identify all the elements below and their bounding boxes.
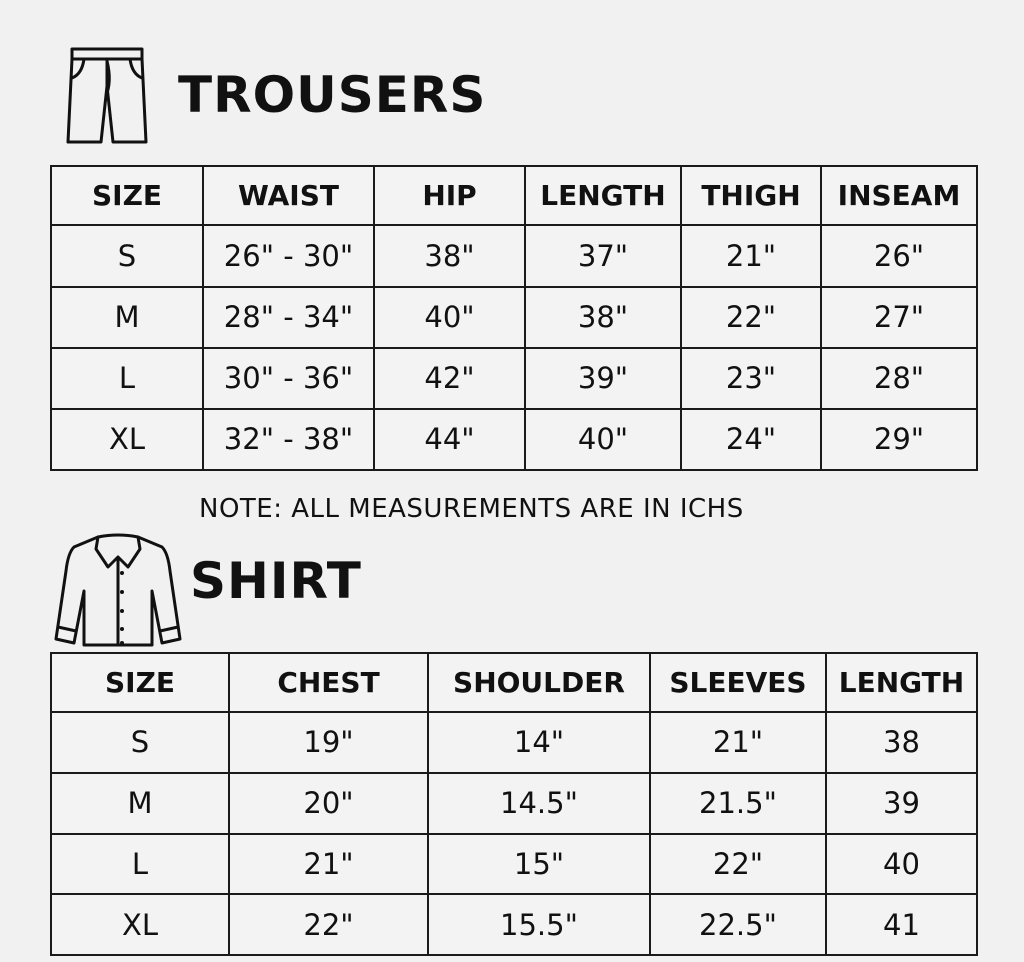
table-cell: 22.5" [649,893,827,956]
table-cell: M [50,771,230,835]
table-cell: 22" [228,893,429,956]
shirt-icon [54,533,182,647]
table-cell: 26" - 30" [202,224,375,288]
table-cell: 21" [649,711,827,774]
table-cell: 29" [820,407,978,472]
table-cell: 41 [825,893,978,956]
trousers-icon [66,47,148,144]
header-cell: INSEAM [820,164,978,227]
table-cell: 39" [524,346,682,410]
table-row: M 28" - 34" 40" 38" 22" 27" [50,285,978,349]
header-cell: CHEST [228,651,429,714]
header-cell: THIGH [680,164,822,227]
header-cell: SIZE [50,651,230,714]
table-cell: 19" [228,711,429,774]
table-cell: 30" - 36" [202,346,375,410]
header-cell: LENGTH [524,164,682,227]
table-cell: 23" [680,346,822,410]
trousers-title: TROUSERS [178,66,487,124]
measurement-note: NOTE: ALL MEASUREMENTS ARE IN ICHS [199,494,744,524]
table-cell: 26" [820,224,978,288]
table-header-row: SIZE WAIST HIP LENGTH THIGH INSEAM [50,164,978,227]
table-cell: XL [50,893,230,956]
table-row: L 21" 15" 22" 40 [50,832,978,896]
table-cell: M [50,285,204,349]
table-cell: 42" [373,346,526,410]
header-cell: SLEEVES [649,651,827,714]
table-cell: 21.5" [649,771,827,835]
table-cell: 21" [228,832,429,896]
table-cell: L [50,346,204,410]
table-cell: L [50,832,230,896]
shirt-size-table: SIZE CHEST SHOULDER SLEEVES LENGTH S 19" 1… [50,651,978,956]
table-cell: 20" [228,771,429,835]
table-cell: S [50,711,230,774]
header-cell: WAIST [202,164,375,227]
table-cell: 40" [373,285,526,349]
table-cell: 22" [680,285,822,349]
table-cell: 32" - 38" [202,407,375,472]
table-cell: 38 [825,711,978,774]
table-cell: 28" - 34" [202,285,375,349]
table-row: XL 32" - 38" 44" 40" 24" 29" [50,407,978,472]
table-row: XL 22" 15.5" 22.5" 41 [50,893,978,956]
table-cell: XL [50,407,204,472]
table-cell: 37" [524,224,682,288]
table-cell: 28" [820,346,978,410]
trousers-size-table: SIZE WAIST HIP LENGTH THIGH INSEAM S 26" … [50,164,978,472]
header-cell: LENGTH [825,651,978,714]
table-cell: 15" [427,832,651,896]
table-cell: 44" [373,407,526,472]
table-row: M 20" 14.5" 21.5" 39 [50,771,978,835]
table-cell: 40" [524,407,682,472]
table-cell: 38" [524,285,682,349]
table-cell: 27" [820,285,978,349]
header-cell: HIP [373,164,526,227]
table-row: S 19" 14" 21" 38 [50,711,978,774]
table-cell: S [50,224,204,288]
table-cell: 15.5" [427,893,651,956]
header-cell: SHOULDER [427,651,651,714]
table-row: L 30" - 36" 42" 39" 23" 28" [50,346,978,410]
table-cell: 14" [427,711,651,774]
table-cell: 40 [825,832,978,896]
table-cell: 14.5" [427,771,651,835]
table-cell: 39 [825,771,978,835]
shirt-title: SHIRT [190,552,362,610]
table-cell: 21" [680,224,822,288]
header-cell: SIZE [50,164,204,227]
table-cell: 38" [373,224,526,288]
table-header-row: SIZE CHEST SHOULDER SLEEVES LENGTH [50,651,978,714]
table-row: S 26" - 30" 38" 37" 21" 26" [50,224,978,288]
table-cell: 24" [680,407,822,472]
table-cell: 22" [649,832,827,896]
